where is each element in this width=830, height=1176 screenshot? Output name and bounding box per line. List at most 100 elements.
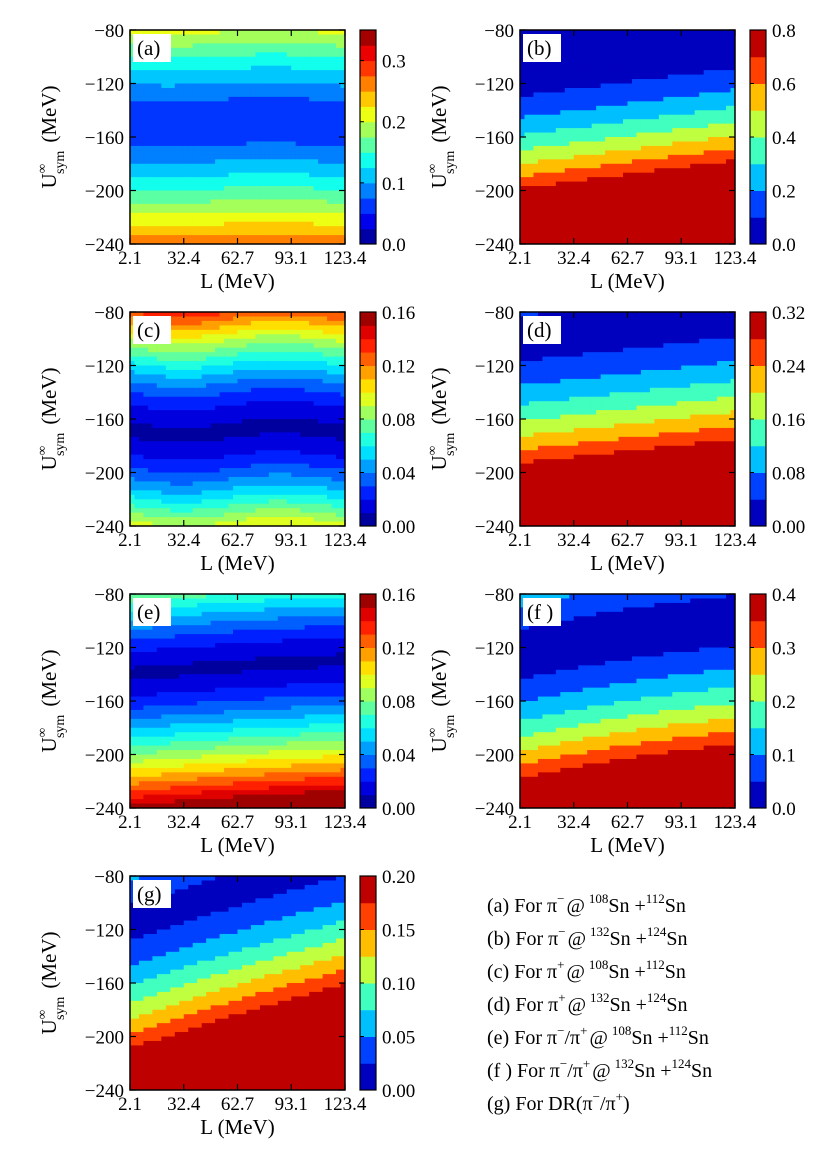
contour-cell	[596, 47, 602, 53]
contour-cell	[192, 119, 198, 125]
contour-cell	[174, 137, 180, 143]
contour-cell	[636, 186, 642, 192]
contour-cell	[649, 145, 655, 151]
contour-cell	[138, 163, 145, 169]
contour-cell	[138, 410, 145, 416]
contour-cell	[273, 128, 279, 134]
contour-cell	[537, 159, 543, 165]
contour-cell	[255, 128, 261, 134]
contour-cell	[192, 92, 198, 98]
contour-cell	[264, 47, 270, 53]
contour-cell	[636, 38, 642, 44]
contour-cell	[636, 212, 642, 218]
contour-cell	[322, 181, 328, 187]
contour-cell	[721, 168, 727, 174]
contour-cell	[645, 212, 651, 218]
contour-cell	[560, 226, 566, 232]
contour-cell	[712, 181, 718, 187]
contour-cell	[730, 70, 735, 76]
contour-cell	[327, 208, 333, 214]
contour-cell	[233, 79, 239, 85]
contour-cell	[143, 123, 149, 129]
contour-cell	[631, 217, 638, 223]
contour-cell	[327, 70, 333, 76]
contour-cell	[255, 87, 261, 94]
contour-cell	[546, 239, 552, 244]
contour-cell	[143, 168, 149, 174]
contour-cell	[546, 186, 552, 192]
contour-cell	[591, 132, 597, 138]
contour-cell	[134, 396, 140, 402]
contour-cell	[564, 150, 570, 156]
contour-cell	[578, 203, 584, 209]
contour-cell	[726, 128, 732, 134]
contour-cell	[255, 217, 261, 223]
contour-cell	[295, 177, 301, 183]
contour-cell	[560, 52, 566, 58]
contour-cell	[138, 74, 145, 80]
contour-cell	[228, 30, 234, 36]
contour-cell	[560, 239, 566, 244]
contour-cell	[699, 181, 705, 187]
contour-cell	[165, 110, 171, 116]
contour-cell	[564, 30, 570, 36]
contour-cell	[591, 38, 597, 44]
contour-cell	[564, 52, 570, 58]
contour-cell	[672, 30, 678, 36]
contour-cell	[609, 181, 615, 187]
contour-cell	[587, 47, 593, 53]
contour-cell	[147, 65, 153, 71]
contour-cell	[726, 212, 732, 218]
contour-cell	[676, 141, 682, 147]
contour-cell	[730, 194, 735, 201]
contour-cell	[694, 145, 700, 151]
contour-cell	[143, 119, 149, 125]
contour-cell	[627, 194, 633, 201]
contour-cell	[537, 203, 543, 209]
contour-cell	[600, 96, 606, 102]
contour-cell	[286, 217, 292, 223]
contour-cell	[219, 70, 225, 76]
contour-cell	[690, 132, 696, 138]
contour-cell	[730, 217, 735, 223]
contour-cell	[224, 123, 230, 129]
contour-cell	[300, 101, 306, 107]
contour-cell	[192, 114, 198, 120]
contour-cell	[605, 128, 611, 134]
contour-cell	[138, 92, 145, 98]
contour-cell	[627, 141, 633, 147]
contour-cell	[322, 141, 328, 147]
contour-cell	[197, 239, 203, 244]
contour-cell	[694, 96, 700, 102]
contour-cell	[134, 208, 140, 214]
contour-cell	[730, 186, 735, 192]
contour-cell	[555, 235, 561, 241]
contour-cell	[318, 194, 324, 201]
contour-cell	[631, 212, 638, 218]
contour-cell	[241, 150, 248, 156]
contour-cell	[255, 239, 261, 244]
contour-cell	[188, 159, 194, 165]
contour-cell	[309, 123, 315, 129]
contour-cell	[237, 83, 243, 89]
contour-cell	[183, 92, 189, 98]
contour-cell	[295, 239, 301, 244]
contour-cell	[179, 56, 185, 62]
contour-cell	[636, 43, 642, 49]
y-tick-label: −160	[85, 128, 124, 149]
contour-cell	[233, 181, 239, 187]
contour-cell	[726, 110, 732, 116]
contour-cell	[241, 38, 248, 44]
contour-cell	[712, 239, 718, 244]
contour-cell	[206, 177, 212, 183]
contour-cell	[143, 472, 149, 478]
contour-cell	[605, 226, 611, 232]
contour-cell	[703, 199, 709, 205]
contour-cell	[152, 123, 158, 129]
contour-cell	[206, 208, 212, 214]
contour-cell	[717, 101, 723, 107]
contour-cell	[560, 235, 566, 241]
contour-cell	[206, 43, 212, 49]
contour-cell	[587, 163, 593, 169]
contour-cell	[161, 221, 167, 227]
